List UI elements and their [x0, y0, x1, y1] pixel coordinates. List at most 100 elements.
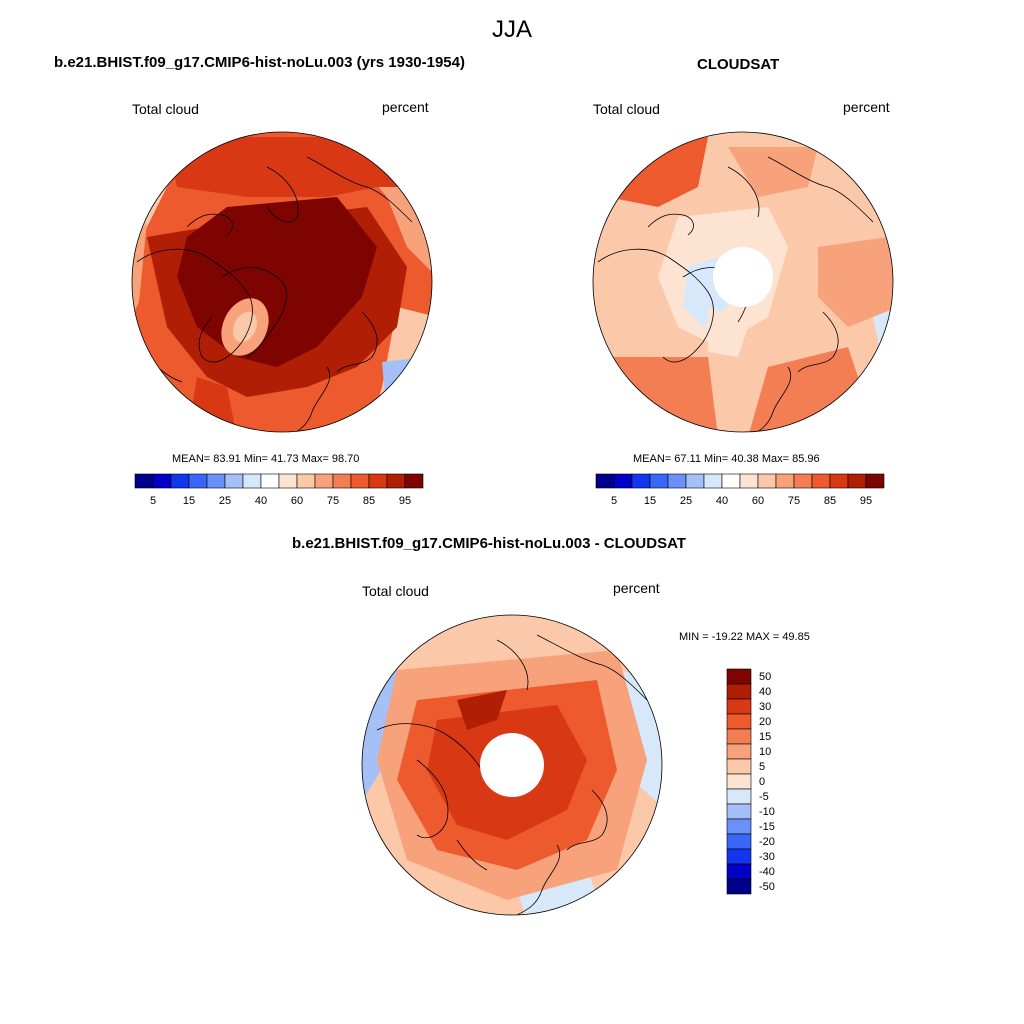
colorbar-swatch [726, 743, 752, 760]
colorbar-swatch [188, 473, 208, 489]
map-fill [132, 222, 147, 327]
figure-title: JJA [491, 16, 532, 43]
colorbar-swatch [368, 473, 388, 489]
coastline [221, 267, 287, 358]
colorbar-swatch [649, 473, 669, 489]
colorbar-swatch [847, 473, 867, 489]
map-boundary [361, 614, 663, 916]
colorbar-swatch [703, 473, 723, 489]
colorbar-swatch [726, 773, 752, 790]
colorbar-tick-label: 15 [183, 495, 195, 507]
panel-2-stats: MEAN= 67.11 Min= 40.38 Max= 85.96 [633, 453, 820, 465]
colorbar-swatch [726, 818, 752, 835]
coastline [516, 844, 560, 915]
panel-2-title: CLOUDSAT [697, 56, 780, 73]
coastline [286, 366, 330, 432]
map-fill [598, 357, 718, 432]
colorbar-tick-label: 95 [399, 495, 411, 507]
colorbar-swatch [667, 473, 687, 489]
map-fill [708, 307, 748, 357]
coastline [186, 213, 233, 236]
colorbar-swatch [685, 473, 705, 489]
colorbar-tick-label: -40 [759, 866, 775, 878]
colorbar-swatch [404, 473, 424, 489]
coastline [376, 723, 483, 771]
colorbar-swatch [726, 713, 752, 730]
colorbar-swatch [726, 863, 752, 880]
panel-1-stats: MEAN= 83.91 Min= 41.73 Max= 98.70 [172, 453, 360, 465]
colorbar-swatch [865, 473, 885, 489]
colorbar-tick-label: 0 [759, 776, 765, 788]
colorbar-swatch [350, 473, 370, 489]
colorbar-tick-label: 95 [860, 495, 872, 507]
colorbar-swatch [793, 473, 813, 489]
colorbar-swatch [386, 473, 406, 489]
colorbar-swatch [726, 803, 752, 820]
panel-1-units: percent [382, 99, 429, 115]
colorbar-swatch [726, 788, 752, 805]
colorbar-swatch [152, 473, 172, 489]
coastline [747, 366, 791, 432]
colorbar-panel-1: 5 15 25 40 60 75 85 95 [134, 473, 424, 507]
colorbar-swatch [726, 698, 752, 715]
colorbar-panel-2: 5 15 25 40 60 75 85 95 [595, 473, 885, 507]
colorbar-tick-label: 85 [363, 495, 375, 507]
colorbar-tick-label: 60 [752, 495, 764, 507]
colorbar-swatch [134, 473, 154, 489]
colorbar-swatch [726, 668, 752, 685]
colorbar-tick-label: 5 [611, 495, 617, 507]
colorbar-swatch [721, 473, 741, 489]
colorbar-swatch [757, 473, 777, 489]
coastline [496, 639, 529, 691]
colorbar-swatch [260, 473, 280, 489]
colorbar-tick-label: -10 [759, 806, 775, 818]
colorbar-swatch [775, 473, 795, 489]
colorbar-tick-label: 40 [255, 495, 267, 507]
colorbar-tick-label: 85 [824, 495, 836, 507]
colorbar-swatch [726, 848, 752, 865]
panel-3-variable: Total cloud [362, 583, 429, 599]
panel-1-variable: Total cloud [132, 101, 199, 117]
map-fill [818, 237, 893, 327]
colorbar-tick-label: 75 [327, 495, 339, 507]
colorbar-swatch [224, 473, 244, 489]
coastline [647, 213, 694, 236]
colorbar-swatch [613, 473, 633, 489]
panel-2-variable: Total cloud [593, 101, 660, 117]
map-fill [457, 690, 507, 730]
colorbar-tick-label: -30 [759, 851, 775, 863]
panel-3-stats: MIN = -19.22 MAX = 49.85 [679, 631, 810, 643]
colorbar-swatch [739, 473, 759, 489]
colorbar-tick-label: -15 [759, 821, 775, 833]
coastline [266, 166, 299, 223]
colorbar-tick-label: 10 [759, 746, 771, 758]
colorbar-swatch [332, 473, 352, 489]
map-cloudsat-total-cloud [592, 131, 894, 433]
colorbar-swatch [314, 473, 334, 489]
coastline [136, 248, 253, 363]
colorbar-tick-label: 20 [759, 716, 771, 728]
panel-3-units: percent [613, 580, 660, 596]
panel-2-units: percent [843, 99, 890, 115]
coastline [767, 156, 874, 223]
colorbar-swatch [278, 473, 298, 489]
panel-3-title: b.e21.BHIST.f09_g17.CMIP6-hist-noLu.003 … [292, 535, 686, 552]
colorbar-tick-label: -5 [759, 791, 769, 803]
coastline [456, 839, 488, 871]
colorbar-swatch [829, 473, 849, 489]
colorbar-swatch [170, 473, 190, 489]
map-fill [167, 137, 407, 197]
colorbar-tick-label: 25 [680, 495, 692, 507]
coastline [536, 634, 648, 701]
missing-data-hole [713, 247, 773, 307]
map-difference-total-cloud [361, 614, 663, 916]
colorbar-swatch [242, 473, 262, 489]
coastline [306, 156, 413, 223]
map-boundary [592, 131, 894, 433]
map-fill [232, 311, 258, 343]
colorbar-swatch [726, 758, 752, 775]
coastline [416, 759, 449, 839]
colorbar-tick-label: 60 [291, 495, 303, 507]
colorbar-tick-label: 5 [759, 761, 765, 773]
